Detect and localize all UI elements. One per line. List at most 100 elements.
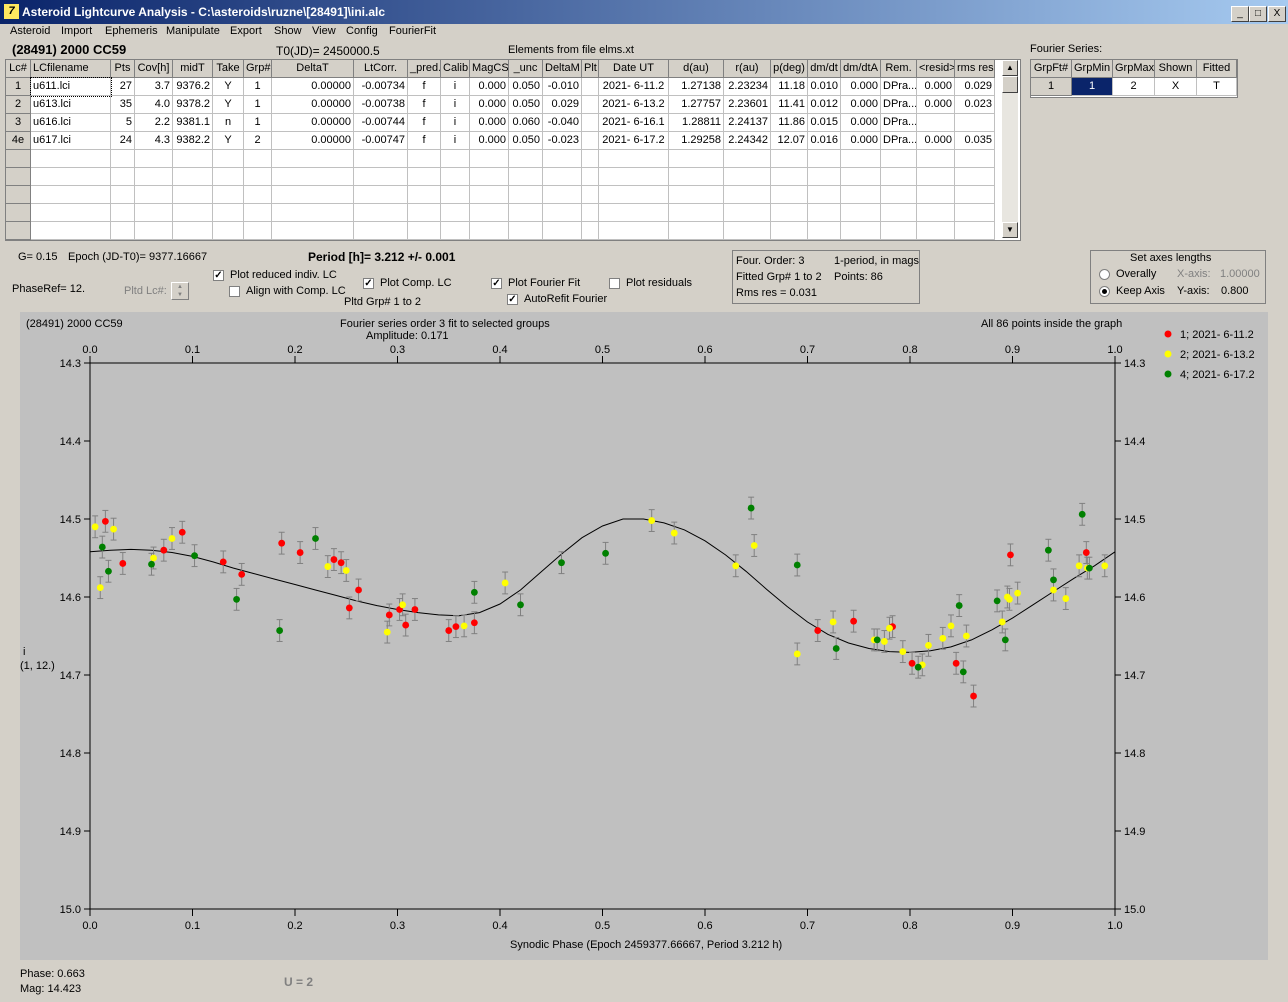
table-cell[interactable] [841, 168, 881, 186]
table-cell[interactable] [272, 150, 354, 168]
table-cell[interactable] [272, 204, 354, 222]
table-cell[interactable]: 0.060 [509, 114, 543, 132]
table-cell[interactable] [771, 186, 808, 204]
table-cell[interactable]: -0.00744 [354, 114, 408, 132]
table-cell[interactable] [213, 186, 244, 204]
column-header[interactable]: LtCorr. [354, 60, 408, 78]
table-cell[interactable]: 0.029 [955, 78, 995, 96]
table-cell[interactable]: 0.050 [509, 96, 543, 114]
menu-config[interactable]: Config [346, 25, 378, 37]
column-header[interactable]: Take [213, 60, 244, 78]
table-cell[interactable]: 0.035 [955, 132, 995, 150]
table-cell[interactable] [881, 222, 917, 240]
column-header[interactable]: _pred. [408, 60, 441, 78]
row-header[interactable] [6, 186, 31, 204]
table-cell[interactable]: 0.016 [808, 132, 841, 150]
table-cell[interactable]: 0.000 [917, 78, 955, 96]
table-cell[interactable]: 35 [111, 96, 135, 114]
table-cell[interactable]: 0.000 [917, 132, 955, 150]
table-cell[interactable]: 0.012 [808, 96, 841, 114]
table-cell[interactable]: 2.2 [135, 114, 173, 132]
fourier-table[interactable]: GrpFt# GrpMin GrpMax Shown Fitted 1 1 2 X T [1030, 59, 1238, 98]
table-cell[interactable] [173, 186, 213, 204]
table-cell[interactable] [669, 204, 724, 222]
table-cell[interactable]: 0.029 [543, 96, 582, 114]
table-cell[interactable] [173, 168, 213, 186]
table-cell[interactable] [724, 222, 771, 240]
table-cell[interactable] [31, 222, 111, 240]
table-cell[interactable]: i [441, 96, 470, 114]
table-cell[interactable]: 1.29258 [669, 132, 724, 150]
table-cell[interactable] [917, 186, 955, 204]
fourier-column-header[interactable]: GrpFt# [1031, 60, 1072, 78]
table-cell[interactable]: 0.023 [955, 96, 995, 114]
table-cell[interactable] [724, 150, 771, 168]
table-cell[interactable] [470, 186, 509, 204]
table-cell[interactable] [441, 186, 470, 204]
table-cell[interactable]: DPra... [881, 114, 917, 132]
table-cell[interactable]: 1 [244, 114, 272, 132]
table-cell[interactable]: 2.23234 [724, 78, 771, 96]
table-cell[interactable] [669, 186, 724, 204]
table-cell[interactable] [354, 150, 408, 168]
scroll-up-button[interactable]: ▲ [1002, 60, 1018, 76]
table-cell[interactable] [354, 204, 408, 222]
column-header[interactable]: Pts [111, 60, 135, 78]
column-header[interactable]: LCfilename [31, 60, 111, 78]
table-cell[interactable] [599, 150, 669, 168]
table-cell[interactable] [111, 204, 135, 222]
table-cell[interactable]: 2021- 6-17.2 [599, 132, 669, 150]
table-cell[interactable] [771, 150, 808, 168]
table-cell[interactable] [955, 114, 995, 132]
table-cell[interactable]: f [408, 78, 441, 96]
row-header[interactable]: 2 [6, 96, 31, 114]
table-cell[interactable] [135, 186, 173, 204]
column-header[interactable]: dm/dt [808, 60, 841, 78]
table-cell[interactable]: 2.23601 [724, 96, 771, 114]
fourier-cell[interactable]: T [1197, 78, 1237, 96]
table-cell[interactable] [917, 150, 955, 168]
row-header[interactable]: 4e [6, 132, 31, 150]
table-cell[interactable]: i [441, 132, 470, 150]
row-header[interactable] [6, 222, 31, 240]
table-cell[interactable]: 2 [244, 132, 272, 150]
table-cell[interactable]: 2.24342 [724, 132, 771, 150]
table-cell[interactable] [881, 186, 917, 204]
table-cell[interactable] [582, 132, 599, 150]
keep-axis-radio[interactable] [1099, 286, 1110, 297]
table-cell[interactable] [543, 186, 582, 204]
column-header[interactable]: midT [173, 60, 213, 78]
menu-fourierfit[interactable]: FourierFit [389, 25, 437, 37]
table-cell[interactable]: f [408, 132, 441, 150]
table-cell[interactable]: 11.41 [771, 96, 808, 114]
table-cell[interactable] [881, 150, 917, 168]
column-header[interactable]: rms res [955, 60, 995, 78]
table-cell[interactable]: 0.000 [917, 96, 955, 114]
table-cell[interactable]: Y [213, 78, 244, 96]
table-cell[interactable] [354, 222, 408, 240]
table-cell[interactable]: u613.lci [31, 96, 111, 114]
plot-residuals-checkbox[interactable] [609, 278, 620, 289]
table-cell[interactable] [244, 150, 272, 168]
lightcurve-plot-panel[interactable]: (28491) 2000 CC59 Fourier series order 3… [20, 312, 1268, 960]
column-header[interactable]: Date UT [599, 60, 669, 78]
table-cell[interactable] [111, 186, 135, 204]
table-cell[interactable] [111, 168, 135, 186]
column-header[interactable]: dm/dtA [841, 60, 881, 78]
table-cell[interactable]: u617.lci [31, 132, 111, 150]
table-cell[interactable] [135, 150, 173, 168]
table-cell[interactable] [955, 222, 995, 240]
table-cell[interactable] [582, 204, 599, 222]
table-cell[interactable] [135, 222, 173, 240]
fourier-cell[interactable]: 1 [1072, 78, 1113, 96]
row-header[interactable] [6, 204, 31, 222]
table-cell[interactable] [543, 150, 582, 168]
table-cell[interactable] [470, 168, 509, 186]
table-cell[interactable]: 0.015 [808, 114, 841, 132]
table-cell[interactable] [582, 78, 599, 96]
table-cell[interactable] [173, 150, 213, 168]
column-header[interactable]: p(deg) [771, 60, 808, 78]
table-cell[interactable]: 1 [244, 78, 272, 96]
table-cell[interactable] [111, 222, 135, 240]
table-cell[interactable] [470, 204, 509, 222]
